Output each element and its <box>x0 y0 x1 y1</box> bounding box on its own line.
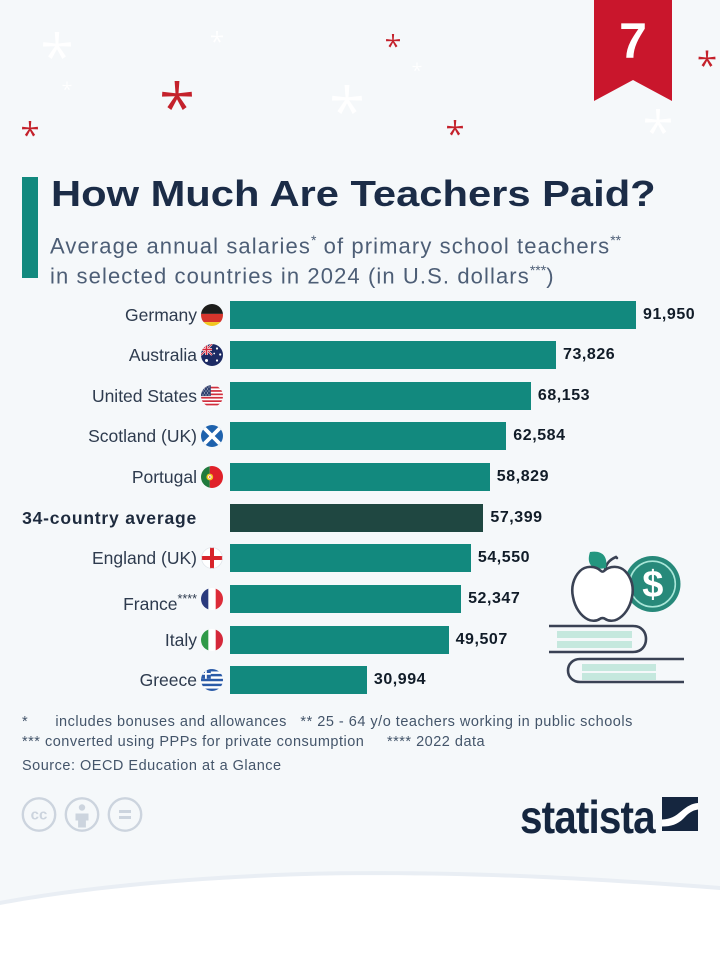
svg-text:7: 7 <box>619 13 647 69</box>
svg-text:$: $ <box>642 564 663 606</box>
svg-text:cc: cc <box>31 807 48 824</box>
